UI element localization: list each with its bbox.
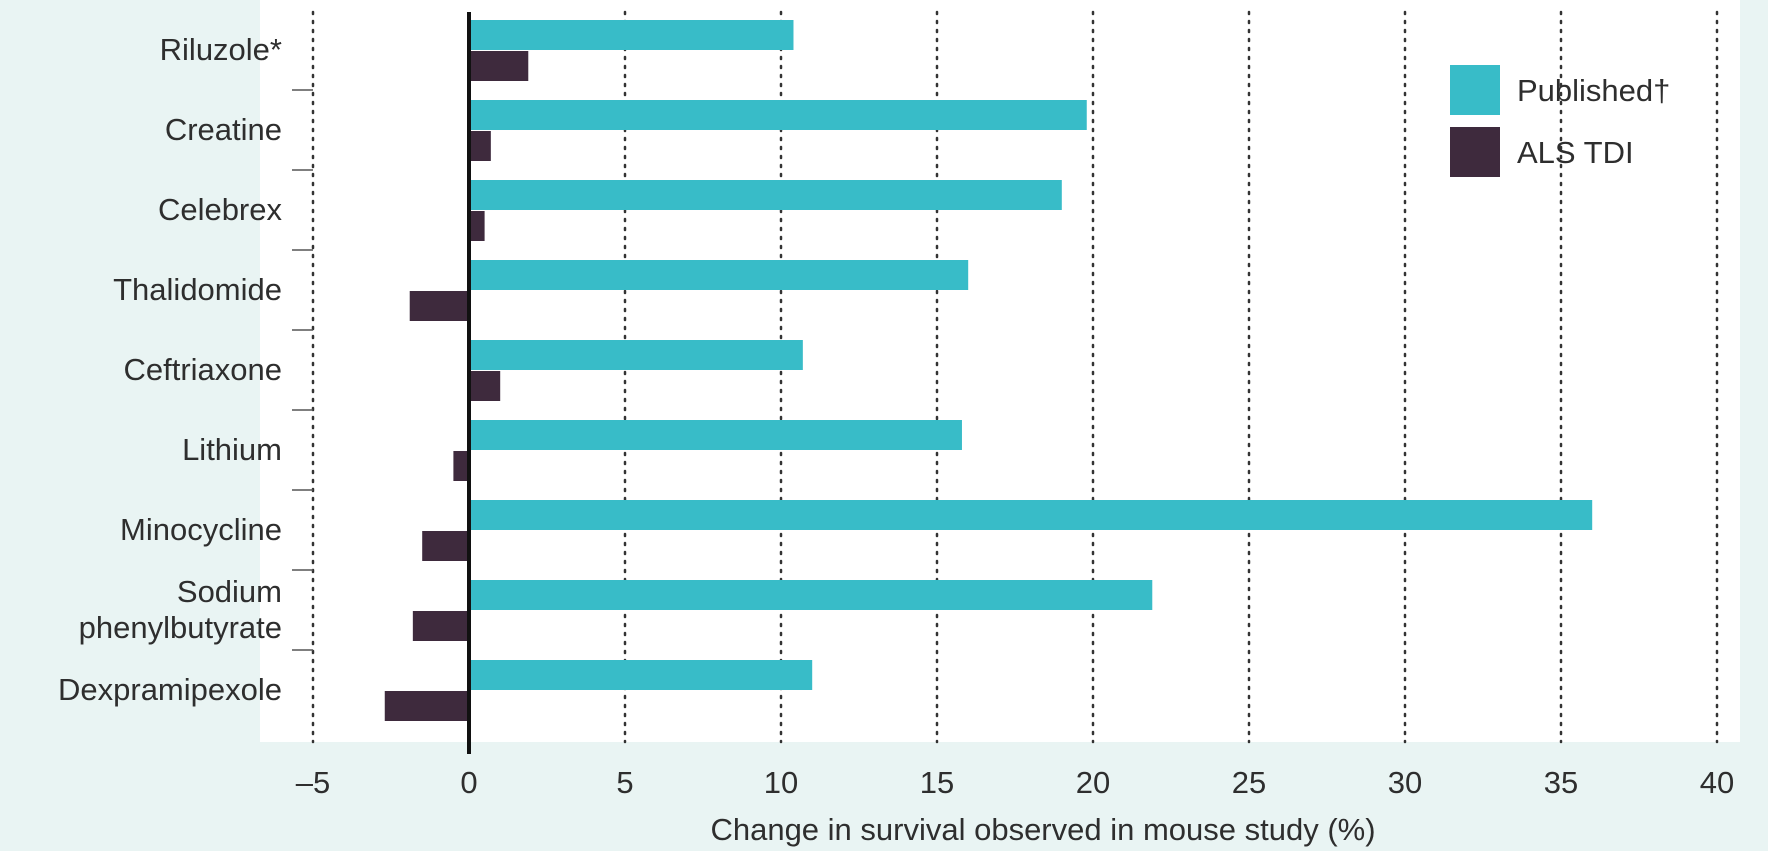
x-tick-label: 40 [1700, 765, 1734, 800]
x-tick-label: 0 [460, 765, 477, 800]
x-tick-label: 30 [1388, 765, 1422, 800]
bar-published [469, 20, 794, 50]
x-tick-label: 5 [616, 765, 633, 800]
x-axis-label: Change in survival observed in mouse stu… [710, 812, 1375, 847]
bar-published [469, 100, 1087, 130]
category-label: Minocycline [120, 512, 282, 547]
x-tick-label: 10 [764, 765, 798, 800]
x-tick-label: –5 [296, 765, 330, 800]
bar-als-tdi [412, 611, 469, 641]
category-label: Creatine [165, 112, 282, 147]
legend: Published† ALS TDI [1450, 65, 1670, 177]
category-label: Celebrex [158, 192, 283, 227]
bar-published [469, 180, 1062, 210]
bar-published [469, 340, 803, 370]
x-tick-label: 15 [920, 765, 954, 800]
x-tick-label: 35 [1544, 765, 1578, 800]
category-label: Sodium [177, 574, 282, 609]
bar-published [469, 580, 1153, 610]
bar-als-tdi [422, 531, 469, 561]
bar-als-tdi [469, 371, 501, 401]
x-tick-labels: –5 0 5 10 15 20 25 30 35 40 [296, 765, 1734, 800]
bar-als-tdi [453, 451, 469, 481]
category-label: Thalidomide [113, 272, 282, 307]
x-tick-label: 20 [1076, 765, 1110, 800]
bar-published [469, 500, 1593, 530]
bar-als-tdi [384, 691, 469, 721]
category-label: Ceftriaxone [123, 352, 282, 387]
bar-published [469, 420, 962, 450]
bar-published [469, 260, 969, 290]
bar-als-tdi [469, 131, 491, 161]
category-label: phenylbutyrate [79, 610, 282, 645]
legend-swatch-als-tdi [1450, 127, 1500, 177]
bar-als-tdi [409, 291, 469, 321]
category-label: Lithium [182, 432, 282, 467]
bar-published [469, 660, 813, 690]
category-separators [292, 89, 313, 651]
bars [384, 20, 1593, 721]
legend-swatch-published [1450, 65, 1500, 115]
category-labels: Riluzole* Creatine Celebrex Thalidomide Ceft… [58, 32, 282, 707]
bar-als-tdi [469, 211, 485, 241]
bar-als-tdi [469, 51, 529, 81]
x-tick-label: 25 [1232, 765, 1266, 800]
legend-label-published: Published† [1517, 73, 1670, 108]
category-label: Dexpramipexole [58, 672, 282, 707]
legend-label-als-tdi: ALS TDI [1517, 135, 1634, 170]
category-label: Riluzole* [160, 32, 282, 67]
